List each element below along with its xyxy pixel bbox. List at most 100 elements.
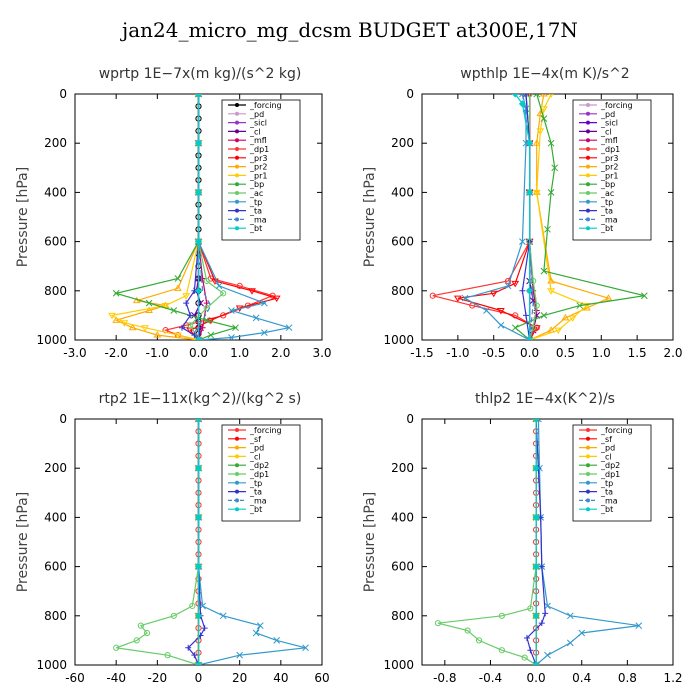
data-point xyxy=(461,294,469,302)
legend-entry-ma: _ma xyxy=(249,215,267,224)
data-point xyxy=(252,629,260,637)
data-point xyxy=(113,644,120,651)
series-line-tp xyxy=(463,94,530,340)
data-point xyxy=(542,610,549,617)
legend-entry-bp: _bp xyxy=(600,180,615,189)
data-point xyxy=(174,332,182,340)
legend-entry-pd: _pd xyxy=(249,444,264,453)
legend-entry-pr2: _pr2 xyxy=(600,163,618,172)
series-group xyxy=(429,94,648,340)
x-tick-label: 0.0 xyxy=(520,346,539,360)
data-point xyxy=(527,647,534,654)
y-tick-label: 1000 xyxy=(383,658,414,672)
legend-entry-ac: _ac xyxy=(249,189,263,198)
data-point xyxy=(532,189,541,197)
data-point xyxy=(523,634,530,641)
y-axis-label: Pressure [hPa] xyxy=(362,492,378,592)
legend-entry-tp: _tp xyxy=(600,479,613,488)
x-tick-label: -1.5 xyxy=(410,346,433,360)
data-point xyxy=(164,652,171,659)
y-axis-label: Pressure [hPa] xyxy=(362,167,378,267)
legend-entry-ma: _ma xyxy=(249,496,267,505)
y-tick-label: 800 xyxy=(44,284,67,298)
data-point xyxy=(532,563,540,571)
data-point xyxy=(194,563,203,571)
legend-marker xyxy=(586,498,590,503)
legend-entry-bt: _bt xyxy=(600,505,613,514)
data-point xyxy=(547,189,555,196)
legend-marker xyxy=(586,173,590,178)
data-point xyxy=(504,277,512,285)
x-tick-label: 3.0 xyxy=(312,346,331,360)
data-point xyxy=(232,324,239,332)
legend-entry-forcing: _forcing xyxy=(249,101,282,110)
data-point xyxy=(133,637,140,644)
data-point xyxy=(220,290,227,297)
data-point xyxy=(635,622,643,629)
legend-entry-ma: _ma xyxy=(600,215,618,224)
data-point xyxy=(511,94,519,98)
legend-entry-pd: _pd xyxy=(600,110,615,119)
y-tick-label: 400 xyxy=(391,185,414,199)
data-point xyxy=(228,334,235,340)
data-point xyxy=(547,288,555,295)
data-point xyxy=(566,612,574,620)
legend-box xyxy=(221,99,301,241)
legend-marker xyxy=(586,164,590,169)
data-point xyxy=(522,94,529,97)
data-point xyxy=(540,312,548,319)
x-tick-label: -0.4 xyxy=(479,671,502,685)
x-tick-label: 2.0 xyxy=(663,346,682,360)
legend-marker xyxy=(586,454,590,459)
chart-title: thlp2 1E−4x(K^2)/s xyxy=(475,391,615,407)
data-point xyxy=(194,419,203,423)
data-point xyxy=(170,612,177,619)
x-tick-label: 2.0 xyxy=(271,346,290,360)
legend-entry-pr3: _pr3 xyxy=(600,154,618,163)
x-tick-label: -0.8 xyxy=(433,671,456,685)
data-point xyxy=(194,287,203,295)
chart-panel-2: wpthlp 1E−4x(m K)/s^2 Pressure [hPa] 0 200 4… xyxy=(362,66,683,360)
legend-entry-dp2: _dp2 xyxy=(600,461,620,470)
data-point xyxy=(544,225,551,233)
y-tick-label: 600 xyxy=(391,235,414,249)
legend-marker xyxy=(586,445,590,450)
series-line-cl xyxy=(193,94,202,340)
x-tick-label: -1.0 xyxy=(146,346,169,360)
legend-marker xyxy=(235,199,239,204)
data-point xyxy=(429,292,436,299)
data-point xyxy=(195,94,202,98)
x-tick-label: -0.5 xyxy=(482,346,505,360)
x-tick-label: -1.0 xyxy=(446,346,469,360)
y-axis-label: Pressure [hPa] xyxy=(15,167,31,267)
legend-entry-cl: _cl xyxy=(600,452,612,461)
data-point xyxy=(519,238,526,245)
data-point xyxy=(533,94,541,98)
data-point xyxy=(583,303,591,310)
x-tick-label: -2.0 xyxy=(104,346,127,360)
x-tick-label: 0.0 xyxy=(527,671,546,685)
data-point xyxy=(554,327,563,335)
data-point xyxy=(527,605,534,612)
legend-marker xyxy=(586,217,590,222)
x-tick-label: 40 xyxy=(273,671,288,685)
legend-marker xyxy=(586,472,590,476)
y-tick-label: 800 xyxy=(44,609,67,623)
data-point xyxy=(568,315,577,322)
data-point xyxy=(145,299,153,307)
legend-marker xyxy=(235,138,239,143)
y-tick-label: 1000 xyxy=(36,333,67,347)
data-point xyxy=(201,625,208,632)
data-point xyxy=(540,115,548,122)
x-tick-label: -60 xyxy=(65,671,85,685)
legend-entry-ta: _ta xyxy=(249,488,262,497)
y-axis-label: Pressure [hPa] xyxy=(15,492,31,592)
legend-entry-tp: _tp xyxy=(249,479,262,488)
legend-entry-forcing: _forcing xyxy=(600,101,633,110)
data-point xyxy=(128,323,137,331)
legend-entry-pr1: _pr1 xyxy=(249,171,267,180)
data-point xyxy=(544,602,551,610)
data-point xyxy=(526,188,534,196)
data-point xyxy=(530,277,537,285)
data-point xyxy=(215,282,223,290)
